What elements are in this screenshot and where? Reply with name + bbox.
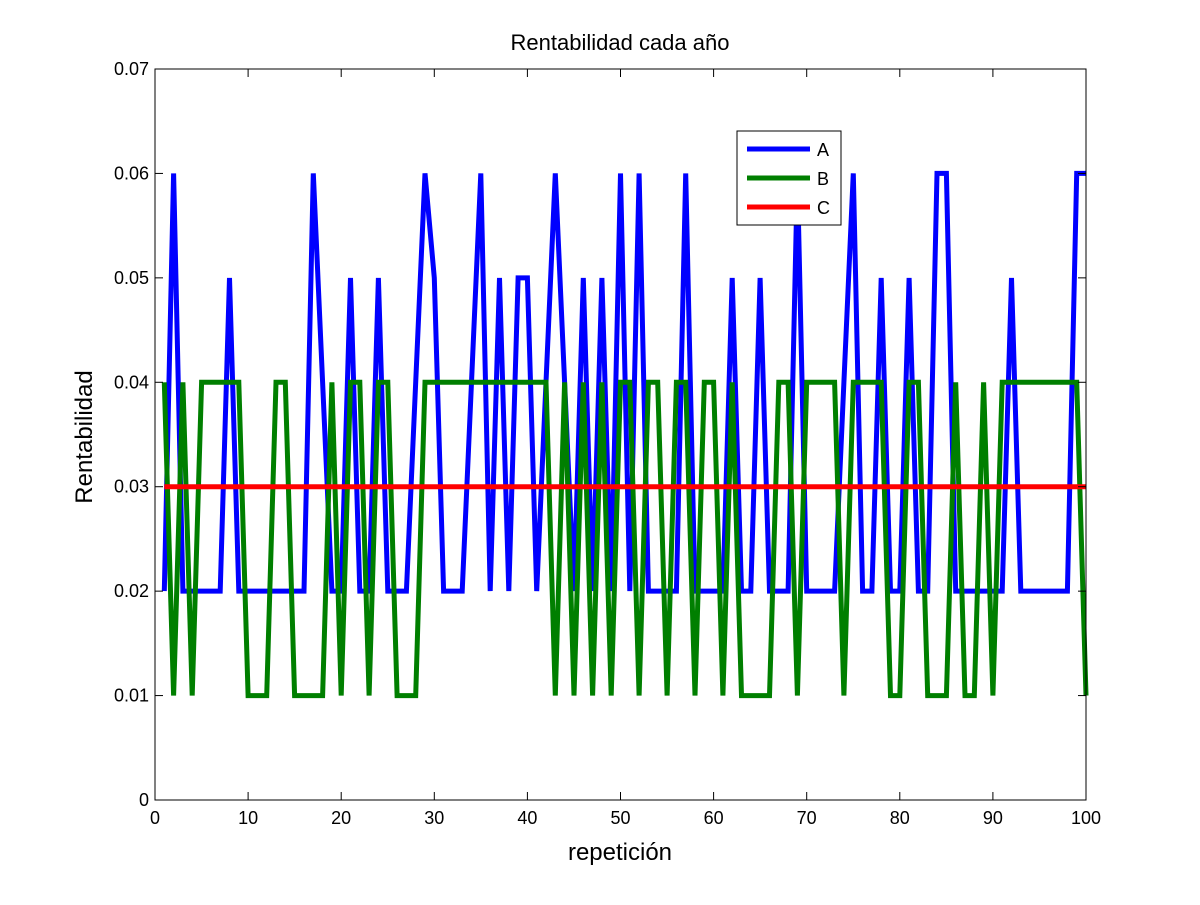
x-tick-label: 90: [983, 808, 1003, 828]
y-tick-label: 0.03: [114, 477, 149, 497]
x-tick-label: 30: [424, 808, 444, 828]
legend-label-a: A: [817, 140, 829, 160]
y-axis-label: Rentabilidad: [71, 370, 98, 503]
chart-title: Rentabilidad cada año: [511, 30, 730, 55]
x-tick-label: 20: [331, 808, 351, 828]
y-tick-label: 0.01: [114, 686, 149, 706]
series-line-b: [161, 379, 1089, 699]
x-tick-label: 10: [238, 808, 258, 828]
x-tick-label: 40: [517, 808, 537, 828]
series-layer: [161, 170, 1089, 699]
x-tick-label: 70: [797, 808, 817, 828]
x-tick-label: 60: [704, 808, 724, 828]
legend: ABC: [736, 130, 842, 226]
x-tick-label: 80: [890, 808, 910, 828]
y-tick-label: 0.05: [114, 268, 149, 288]
y-tick-label: 0.04: [114, 372, 149, 392]
legend-label-c: C: [817, 198, 830, 218]
y-tick-label: 0: [139, 790, 149, 810]
x-tick-label: 50: [610, 808, 630, 828]
legend-label-b: B: [817, 169, 829, 189]
x-axis-label: repetición: [568, 839, 672, 866]
y-tick-label: 0.06: [114, 163, 149, 183]
x-tick-label: 100: [1071, 808, 1101, 828]
ticks-layer: 0 10 20 30 40 50 60 70 80 90 100 0 0.01 0.02 0.03 0.04 0…: [114, 59, 1101, 828]
y-tick-label: 0.07: [114, 59, 149, 79]
y-tick-label: 0.02: [114, 581, 149, 601]
x-tick-label: 0: [150, 808, 160, 828]
